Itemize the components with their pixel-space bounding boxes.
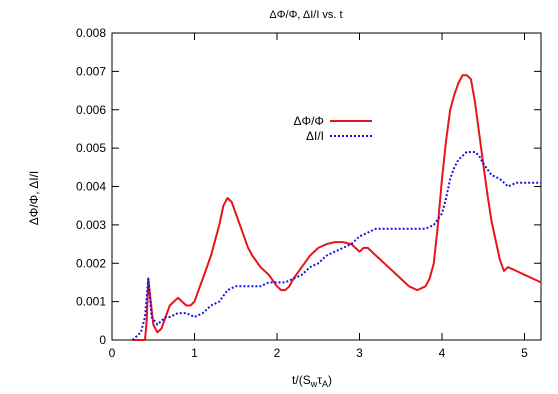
- x-tick-label: 3: [356, 346, 363, 360]
- series-line-dphi: [132, 74, 542, 341]
- y-axis-label: ΔΦ/Φ, ΔI/I: [27, 171, 41, 226]
- y-tick-label: 0.001: [76, 295, 106, 309]
- plot-frame: [111, 32, 542, 341]
- x-tick-label: 0: [109, 346, 116, 360]
- x-tick-label: 1: [191, 346, 198, 360]
- y-tick-label: 0.007: [76, 64, 106, 78]
- x-axis-label-sub2: A: [322, 379, 328, 389]
- x-axis-label-close: ): [328, 373, 332, 387]
- chart-title: ΔΦ/Φ, ΔI/I vs. t: [269, 9, 342, 21]
- y-tick-label: 0.002: [76, 256, 106, 270]
- x-axis-label-tau: τ: [317, 373, 322, 387]
- x-axis-label-main: t/(S: [292, 373, 311, 387]
- y-tick-label: 0.003: [76, 218, 106, 232]
- legend: ΔΦ/Φ ΔI/I: [294, 114, 372, 143]
- x-tick-label: 5: [521, 346, 528, 360]
- y-tick-label: 0: [99, 333, 106, 347]
- y-tick-label: 0.004: [76, 180, 106, 194]
- y-tick-label: 0.005: [76, 141, 106, 155]
- legend-label-di: ΔI/I: [306, 129, 324, 143]
- y-tick-label: 0.006: [76, 103, 106, 117]
- x-tick-label: 4: [439, 346, 446, 360]
- plot-area: 0 0.001 0.002 0.003 0.004 0.005 0.006 0.007 0.00…: [76, 26, 542, 360]
- y-tick-label: 0.008: [76, 26, 106, 40]
- x-axis-label: t/(SwτA): [292, 373, 332, 389]
- series-line-di: [131, 151, 541, 341]
- x-axis-label-sub1: w: [310, 379, 318, 389]
- x-tick-label: 2: [274, 346, 281, 360]
- legend-label-dphi: ΔΦ/Φ: [294, 114, 325, 128]
